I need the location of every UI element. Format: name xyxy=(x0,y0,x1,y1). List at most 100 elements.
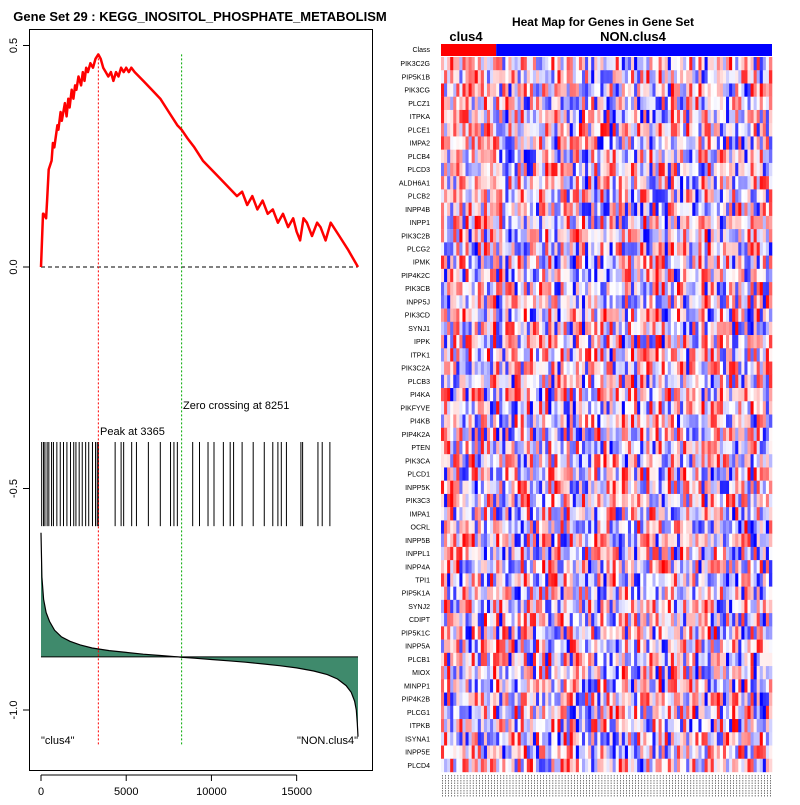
heatmap-cell xyxy=(760,57,763,70)
heatmap-cell xyxy=(702,57,705,70)
heatmap-cell xyxy=(533,534,536,547)
heatmap-cell xyxy=(554,573,557,586)
heatmap-cell xyxy=(656,57,659,70)
heatmap-cell xyxy=(472,481,475,494)
heatmap-cell xyxy=(625,600,628,613)
heatmap-cell xyxy=(450,242,453,255)
heatmap-cell xyxy=(659,70,662,83)
heatmap-cell xyxy=(640,70,643,83)
heatmap-cell xyxy=(481,136,484,149)
heatmap-cell xyxy=(456,573,459,586)
heatmap-cell xyxy=(600,375,603,388)
heatmap-cell xyxy=(603,560,606,573)
heatmap-cell xyxy=(487,388,490,401)
heatmap-cell xyxy=(677,269,680,282)
heatmap-cell xyxy=(649,626,652,639)
heatmap-cell xyxy=(616,454,619,467)
heatmap-cell xyxy=(720,560,723,573)
heatmap-cell xyxy=(518,375,521,388)
heatmap-cell xyxy=(530,547,533,560)
heatmap-cell xyxy=(711,494,714,507)
heatmap-cell xyxy=(515,375,518,388)
heatmap-cell xyxy=(603,428,606,441)
heatmap-cell xyxy=(462,613,465,626)
heatmap-cell xyxy=(714,441,717,454)
heatmap-cell xyxy=(447,309,450,322)
heatmap-cell xyxy=(493,415,496,428)
heatmap-cell xyxy=(643,176,646,189)
heatmap-cell xyxy=(518,640,521,653)
heatmap-cell xyxy=(628,415,631,428)
heatmap-cell xyxy=(527,150,530,163)
heatmap-cell xyxy=(490,203,493,216)
heatmap-cell xyxy=(766,547,769,560)
heatmap-cell xyxy=(674,494,677,507)
heatmap-cell xyxy=(622,229,625,242)
heatmap-cell xyxy=(533,242,536,255)
heatmap-cell xyxy=(659,229,662,242)
heatmap-cell xyxy=(677,136,680,149)
heatmap-cell xyxy=(600,295,603,308)
heatmap-cell xyxy=(450,560,453,573)
heatmap-cell xyxy=(594,136,597,149)
heatmap-cell xyxy=(462,626,465,639)
heatmap-cell xyxy=(536,110,539,123)
heatmap-cell xyxy=(508,640,511,653)
heatmap-cell xyxy=(548,176,551,189)
heatmap-cell xyxy=(515,428,518,441)
heatmap-cell xyxy=(561,295,564,308)
heatmap-cell xyxy=(567,150,570,163)
heatmap-cell xyxy=(751,322,754,335)
heatmap-cell xyxy=(582,441,585,454)
heatmap-cell xyxy=(466,203,469,216)
heatmap-cell xyxy=(662,441,665,454)
heatmap-cell xyxy=(680,216,683,229)
heatmap-cell xyxy=(729,520,732,533)
heatmap-cell xyxy=(462,467,465,480)
heatmap-cell xyxy=(469,163,472,176)
heatmap-cell xyxy=(702,441,705,454)
heatmap-cell xyxy=(665,441,668,454)
heatmap-cell xyxy=(521,269,524,282)
heatmap-cell xyxy=(576,640,579,653)
heatmap-cell xyxy=(754,520,757,533)
heatmap-cell xyxy=(610,309,613,322)
heatmap-cell xyxy=(674,415,677,428)
heatmap-cell xyxy=(686,362,689,375)
heatmap-cell xyxy=(478,57,481,70)
heatmap-cell xyxy=(551,123,554,136)
heatmap-cell xyxy=(732,295,735,308)
heatmap-cell xyxy=(524,587,527,600)
heatmap-cell xyxy=(579,269,582,282)
heatmap-cell xyxy=(649,428,652,441)
heatmap-cell xyxy=(656,560,659,573)
heatmap-cell xyxy=(683,494,686,507)
heatmap-cell xyxy=(576,428,579,441)
heatmap-cell xyxy=(643,57,646,70)
heatmap-cell xyxy=(441,256,444,269)
heatmap-cell xyxy=(662,613,665,626)
heatmap-cell xyxy=(478,309,481,322)
heatmap-cell xyxy=(662,57,665,70)
heatmap-cell xyxy=(502,189,505,202)
heatmap-cell xyxy=(530,110,533,123)
heatmap-cell xyxy=(702,203,705,216)
heatmap-cell xyxy=(659,547,662,560)
heatmap-cell xyxy=(499,507,502,520)
heatmap-cell xyxy=(466,467,469,480)
heatmap-cell xyxy=(564,322,567,335)
heatmap-cell xyxy=(484,176,487,189)
heatmap-cell xyxy=(441,613,444,626)
heatmap-cell xyxy=(610,388,613,401)
heatmap-cell xyxy=(622,216,625,229)
heatmap-cell xyxy=(551,163,554,176)
heatmap-cell xyxy=(735,97,738,110)
heatmap-cell xyxy=(720,534,723,547)
heatmap-cell xyxy=(496,547,499,560)
heatmap-cell xyxy=(659,362,662,375)
heatmap-cell xyxy=(723,97,726,110)
heatmap-cell xyxy=(665,362,668,375)
heatmap-cell xyxy=(508,163,511,176)
heatmap-cell xyxy=(567,242,570,255)
heatmap-cell xyxy=(652,136,655,149)
